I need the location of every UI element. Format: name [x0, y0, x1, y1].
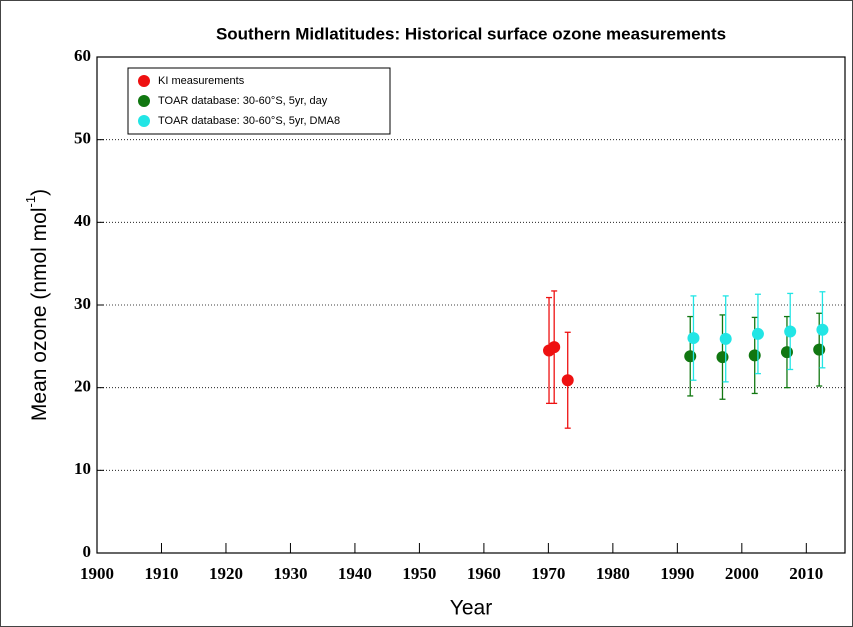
point — [816, 323, 829, 336]
legend-label: TOAR database: 30-60°S, 5yr, day — [158, 95, 328, 107]
x-tick-label: 2000 — [725, 564, 759, 583]
x-tick-label: 1960 — [467, 564, 501, 583]
y-tick-label: 60 — [74, 46, 91, 65]
point — [751, 327, 764, 340]
point — [687, 332, 700, 345]
x-tick-label: 1900 — [80, 564, 114, 583]
legend-label: TOAR database: 30-60°S, 5yr, DMA8 — [158, 115, 340, 127]
plot-frame — [96, 56, 846, 554]
x-tick-label: 1920 — [209, 564, 243, 583]
y-label-text: Mean ozone (nmol mol — [28, 207, 51, 421]
point — [548, 341, 561, 354]
point — [719, 332, 732, 345]
legend-box — [127, 67, 391, 135]
point — [784, 325, 797, 338]
point — [780, 346, 793, 359]
y-tick-label: 10 — [74, 459, 91, 478]
point — [561, 374, 574, 387]
x-tick-label: 2010 — [789, 564, 823, 583]
legend-marker — [138, 95, 150, 107]
y-label-suffix: ) — [28, 189, 51, 196]
point — [748, 349, 761, 362]
y-tick-label: 0 — [83, 542, 92, 561]
x-tick-label: 1970 — [531, 564, 565, 583]
x-tick-label: 1950 — [402, 564, 436, 583]
point — [813, 343, 826, 356]
x-tick-label: 1940 — [338, 564, 372, 583]
legend-label: KI measurements — [158, 75, 245, 87]
y-tick-label: 30 — [74, 294, 91, 313]
point — [716, 351, 729, 364]
x-tick-label: 1930 — [273, 564, 307, 583]
y-axis-label: Mean ozone (nmol mol-1) — [23, 189, 50, 421]
legend-marker — [138, 115, 150, 127]
x-tick-label: 1980 — [596, 564, 630, 583]
x-tick-label: 1910 — [144, 564, 178, 583]
chart-title: Southern Midlatitudes: Historical surfac… — [216, 24, 726, 43]
x-tick-label: 1990 — [660, 564, 694, 583]
y-tick-label: 50 — [74, 129, 91, 148]
y-label-sup: -1 — [23, 196, 38, 208]
y-tick-label: 20 — [74, 377, 91, 396]
point — [684, 350, 697, 363]
y-tick-label: 40 — [74, 211, 91, 230]
x-axis-label: Year — [450, 597, 492, 620]
legend-marker — [138, 75, 150, 87]
